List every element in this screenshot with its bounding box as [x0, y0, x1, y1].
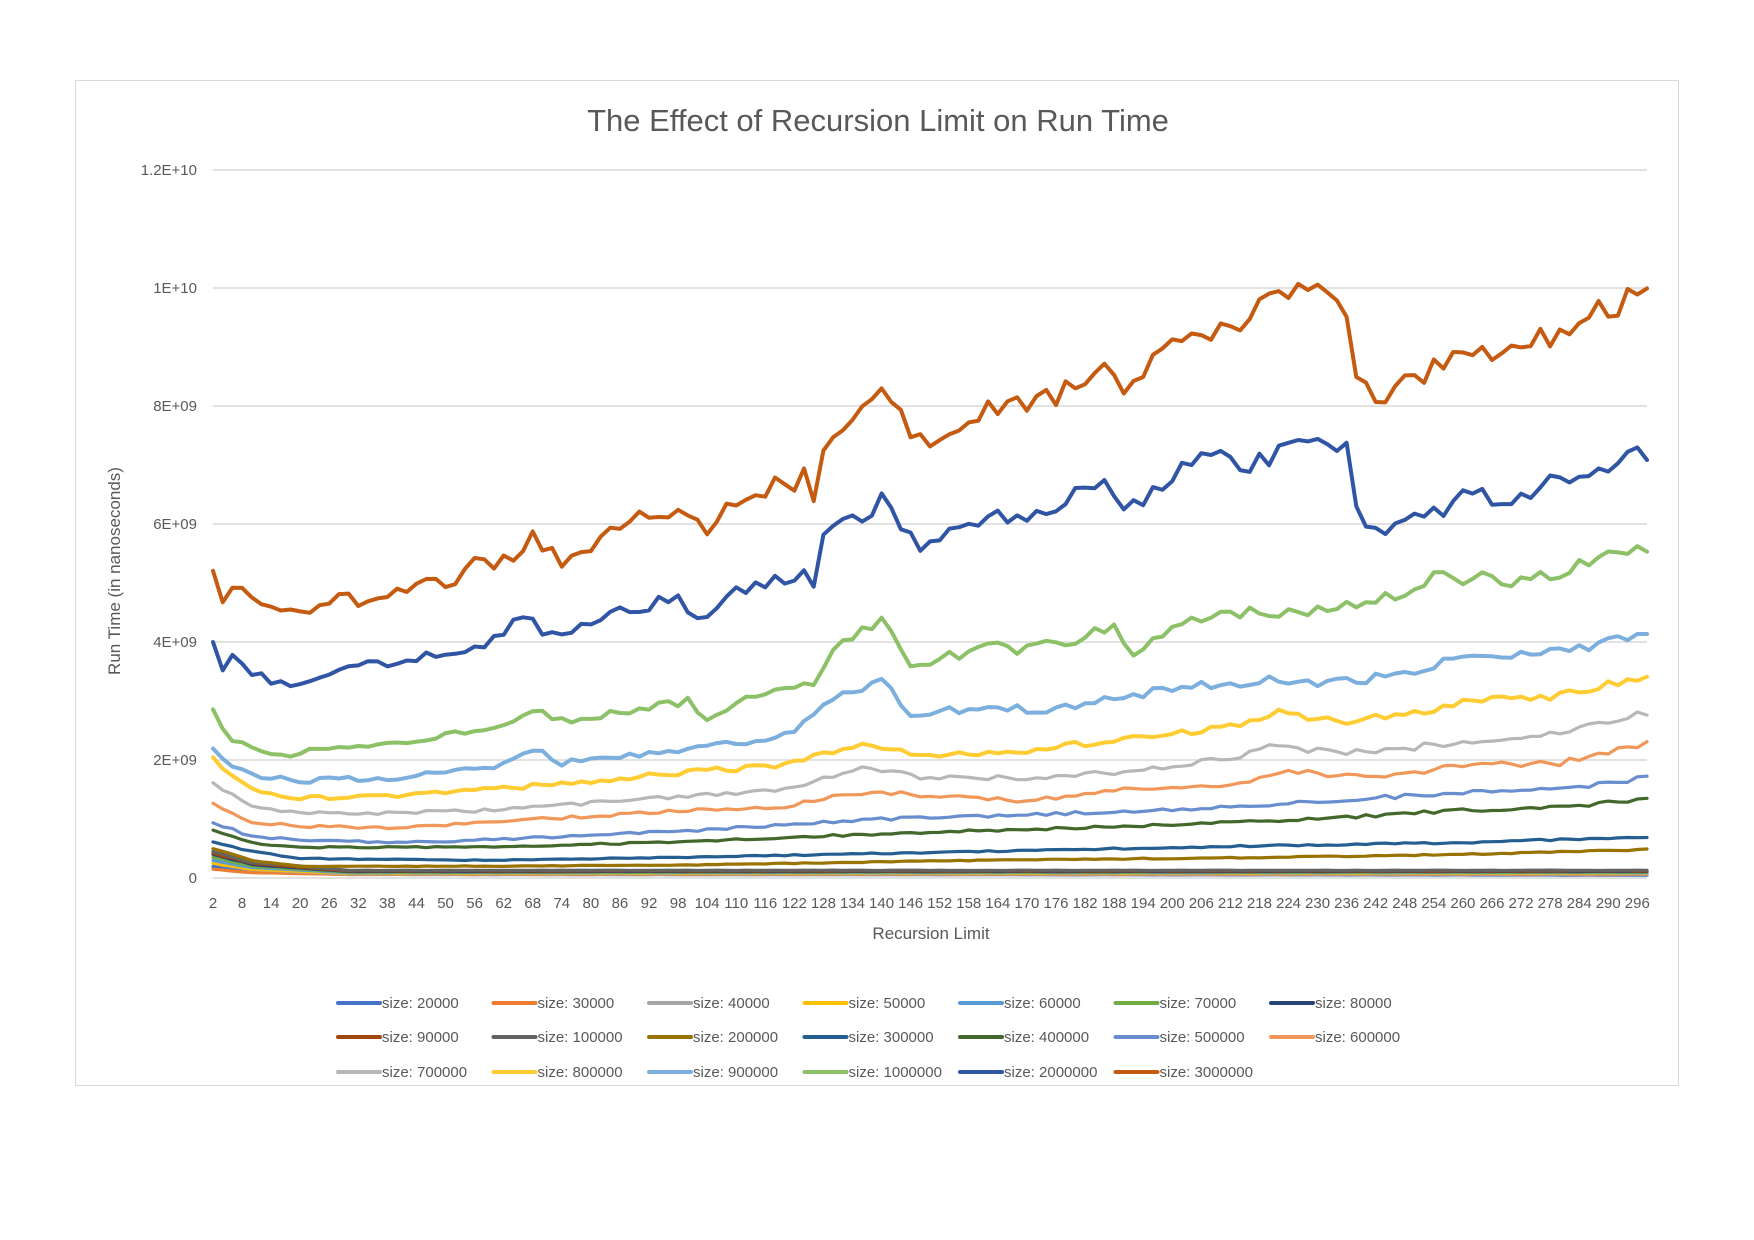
x-tick-label: 92: [641, 895, 658, 912]
y-tick-label: 6E+09: [153, 516, 197, 533]
legend-label: size: 1000000: [849, 1064, 942, 1081]
x-tick-label: 140: [869, 895, 894, 912]
y-tick-label: 1.2E+10: [141, 162, 197, 179]
x-tick-label: 104: [695, 895, 720, 912]
legend-label: size: 400000: [1004, 1029, 1089, 1046]
x-tick-label: 284: [1567, 895, 1592, 912]
series-line: [211, 796, 1649, 850]
series-line: [211, 849, 1649, 873]
x-tick-label: 266: [1479, 895, 1504, 912]
x-axis-title: Recursion Limit: [872, 924, 989, 943]
x-tick-label: 68: [524, 895, 541, 912]
x-tick-label: 176: [1043, 895, 1068, 912]
x-tick-label: 230: [1305, 895, 1330, 912]
series-line: [211, 544, 1649, 759]
x-tick-label: 194: [1131, 895, 1156, 912]
chart-title: The Effect of Recursion Limit on Run Tim…: [587, 103, 1169, 138]
series-line: [211, 674, 1649, 802]
x-tick-label: 290: [1596, 895, 1621, 912]
legend-label: size: 900000: [693, 1064, 778, 1081]
x-tick-label: 182: [1073, 895, 1098, 912]
y-axis-title: Run Time (in nanoseconds): [105, 467, 124, 675]
x-tick-label: 278: [1538, 895, 1563, 912]
legend: size: 20000 size: 30000 size: 40000 size: 5…: [336, 995, 1400, 1081]
x-tick-label: 200: [1160, 895, 1185, 912]
series-line: [211, 847, 1649, 869]
x-tick-label: 38: [379, 895, 396, 912]
x-tick-label: 26: [321, 895, 338, 912]
legend-label: size: 200000: [693, 1029, 778, 1046]
series-line: [211, 632, 1649, 785]
x-tick-label: 8: [238, 895, 246, 912]
legend-label: size: 500000: [1160, 1029, 1245, 1046]
x-tick-label: 50: [437, 895, 454, 912]
legend-label: size: 100000: [538, 1029, 623, 1046]
series-lines: [211, 281, 1649, 877]
series-line: [211, 739, 1649, 831]
y-axis-ticks: 0 2E+09 4E+09 6E+09 8E+09 1E+10 1.2E+10: [141, 162, 197, 887]
legend-label: size: 90000: [382, 1029, 459, 1046]
x-tick-label: 212: [1218, 895, 1243, 912]
series-line: [211, 774, 1649, 845]
gridlines: [213, 169, 1647, 879]
x-tick-label: 236: [1334, 895, 1359, 912]
x-tick-label: 74: [553, 895, 570, 912]
y-tick-label: 4E+09: [153, 634, 197, 651]
x-tick-label: 272: [1509, 895, 1534, 912]
x-axis-ticks: 2 8 14 20 26 32 38 44 50 56 62 68 74 80 86 92 98 104 110 11…: [209, 895, 1650, 912]
legend-label: size: 60000: [1004, 995, 1081, 1012]
x-tick-label: 44: [408, 895, 425, 912]
x-tick-label: 116: [753, 895, 777, 912]
x-tick-label: 56: [466, 895, 483, 912]
x-tick-label: 110: [724, 895, 748, 912]
x-tick-label: 164: [985, 895, 1010, 912]
series-line: [211, 710, 1649, 817]
x-tick-label: 86: [612, 895, 629, 912]
x-tick-label: 254: [1421, 895, 1446, 912]
x-tick-label: 62: [495, 895, 512, 912]
x-tick-label: 260: [1450, 895, 1475, 912]
x-tick-label: 98: [670, 895, 687, 912]
x-tick-label: 158: [956, 895, 981, 912]
y-tick-label: 8E+09: [153, 398, 197, 415]
x-tick-label: 128: [811, 895, 836, 912]
legend-label: size: 600000: [1315, 1029, 1400, 1046]
x-tick-label: 242: [1363, 895, 1388, 912]
legend-label: size: 3000000: [1160, 1064, 1253, 1081]
x-tick-label: 296: [1625, 895, 1650, 912]
series-line: [211, 436, 1649, 689]
y-tick-label: 0: [189, 870, 197, 887]
chart-area: The Effect of Recursion Limit on Run Tim…: [75, 80, 1679, 1086]
x-tick-label: 146: [898, 895, 923, 912]
series-line: [211, 835, 1649, 863]
legend-label: size: 2000000: [1004, 1064, 1097, 1081]
legend-label: size: 30000: [538, 995, 615, 1012]
x-tick-label: 224: [1276, 895, 1301, 912]
x-tick-label: 2: [209, 895, 217, 912]
x-tick-label: 20: [292, 895, 309, 912]
legend-label: size: 70000: [1160, 995, 1237, 1012]
x-tick-label: 152: [927, 895, 952, 912]
x-tick-label: 170: [1014, 895, 1039, 912]
series-line: [211, 281, 1649, 615]
x-tick-label: 32: [350, 895, 367, 912]
x-tick-label: 218: [1247, 895, 1272, 912]
x-tick-label: 80: [583, 895, 600, 912]
y-tick-label: 1E+10: [153, 280, 197, 297]
x-tick-label: 248: [1392, 895, 1417, 912]
legend-label: size: 20000: [382, 995, 459, 1012]
x-tick-label: 14: [263, 895, 280, 912]
legend-label: size: 40000: [693, 995, 770, 1012]
y-tick-label: 2E+09: [153, 752, 197, 769]
legend-label: size: 300000: [849, 1029, 934, 1046]
legend-label: size: 700000: [382, 1064, 467, 1081]
line-chart: The Effect of Recursion Limit on Run Tim…: [105, 103, 1650, 1081]
x-tick-label: 206: [1189, 895, 1214, 912]
x-tick-label: 134: [840, 895, 865, 912]
legend-label: size: 50000: [849, 995, 926, 1012]
legend-label: size: 800000: [538, 1064, 623, 1081]
legend-label: size: 80000: [1315, 995, 1392, 1012]
x-tick-label: 122: [782, 895, 807, 912]
x-tick-label: 188: [1102, 895, 1127, 912]
